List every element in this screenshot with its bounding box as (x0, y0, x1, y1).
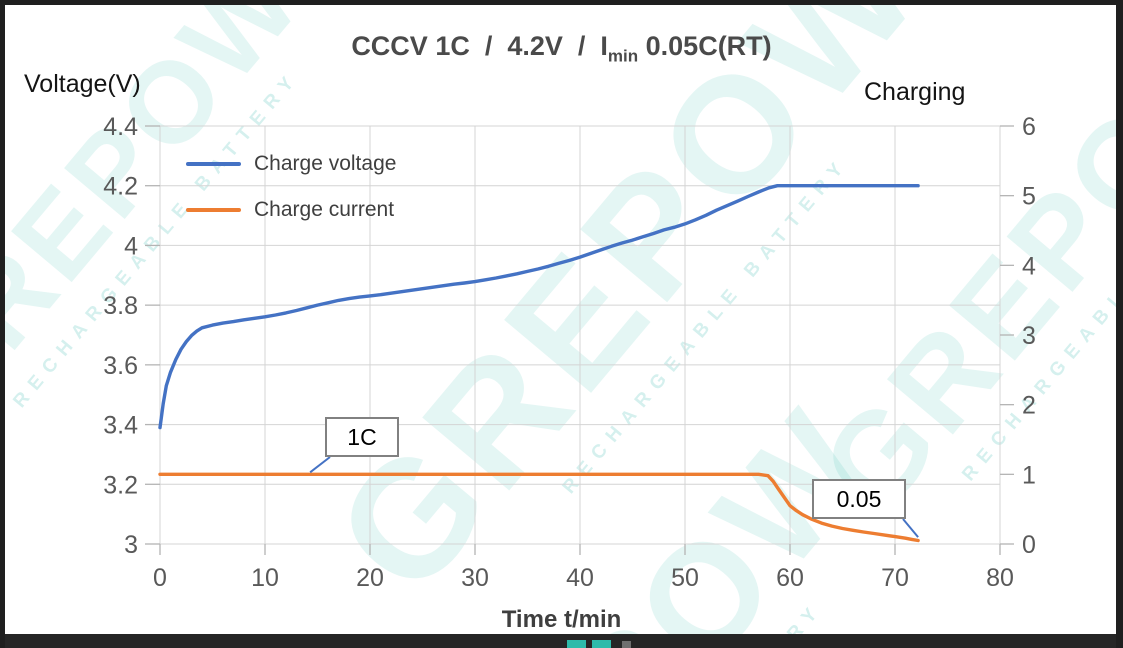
chart-title: CCCV 1C / 4.2V / Imin 0.05C(RT) (0, 31, 1123, 66)
x-axis-title: Time t/min (501, 606, 622, 633)
left-tick-label: 3.4 (103, 412, 138, 440)
x-tick-label: 0 (153, 564, 167, 592)
annotation-005-callout-box: 0.05 (812, 479, 906, 519)
left-tick-label: 4.2 (103, 173, 138, 201)
right-tick-label: 4 (1022, 252, 1036, 280)
x-tick-label: 20 (356, 564, 384, 592)
right-axis-title: Charging (864, 78, 966, 106)
right-tick-label: 6 (1022, 113, 1036, 141)
logo-square-icon (622, 641, 631, 648)
legend-label-charge-current: Charge current (254, 198, 395, 221)
right-tick-label: 5 (1022, 183, 1036, 211)
left-axis-title: Voltage(V) (24, 70, 141, 98)
right-tick-label: 0 (1022, 531, 1036, 559)
logo-square-icon (592, 640, 611, 648)
axis-ticks (145, 125, 1014, 555)
left-tick-label: 3.8 (103, 292, 138, 320)
axis-tick-labels: 0 10 20 30 40 50 60 70 804.44.243.83.63.43.23654… (103, 113, 1036, 592)
series-line-charge-current (158, 472, 920, 543)
chart-title-suffix: 0.05C(RT) (638, 31, 772, 61)
x-tick-label: 80 (986, 564, 1014, 592)
left-tick-label: 3 (124, 531, 138, 559)
x-tick-label: 30 (461, 564, 489, 592)
legend-item-charge-voltage: Charge voltage (186, 152, 396, 176)
charge-voltage-line-swatch (186, 162, 241, 166)
legend-item-charge-current: Charge current (186, 198, 396, 222)
x-tick-label: 10 (251, 564, 279, 592)
annotation-leader-line (902, 518, 919, 538)
logo-square-icon (567, 640, 586, 648)
x-tick-label: 50 (671, 564, 699, 592)
bottom-logo-bar (0, 634, 1123, 648)
legend-label-charge-voltage: Charge voltage (254, 152, 397, 175)
chart-title-subscript: min (607, 46, 639, 66)
x-tick-label: 70 (881, 564, 909, 592)
charge-current-line-swatch (186, 208, 241, 212)
right-tick-label: 3 (1022, 322, 1036, 350)
left-tick-label: 3.2 (103, 471, 138, 499)
annotation-1c-callout-box: 1C (325, 417, 399, 457)
x-tick-label: 40 (566, 564, 594, 592)
right-tick-label: 2 (1022, 392, 1036, 420)
annotation-leader-line (309, 456, 331, 474)
x-tick-label: 60 (776, 564, 804, 592)
chart-title-prefix: CCCV 1C / 4.2V / I (351, 31, 608, 61)
series-line-charge-voltage (158, 183, 920, 430)
left-tick-label: 3.6 (103, 352, 138, 380)
right-tick-label: 1 (1022, 461, 1036, 489)
legend: Charge voltage Charge current (186, 152, 396, 222)
left-tick-label: 4.4 (103, 113, 138, 141)
left-tick-label: 4 (124, 232, 138, 260)
